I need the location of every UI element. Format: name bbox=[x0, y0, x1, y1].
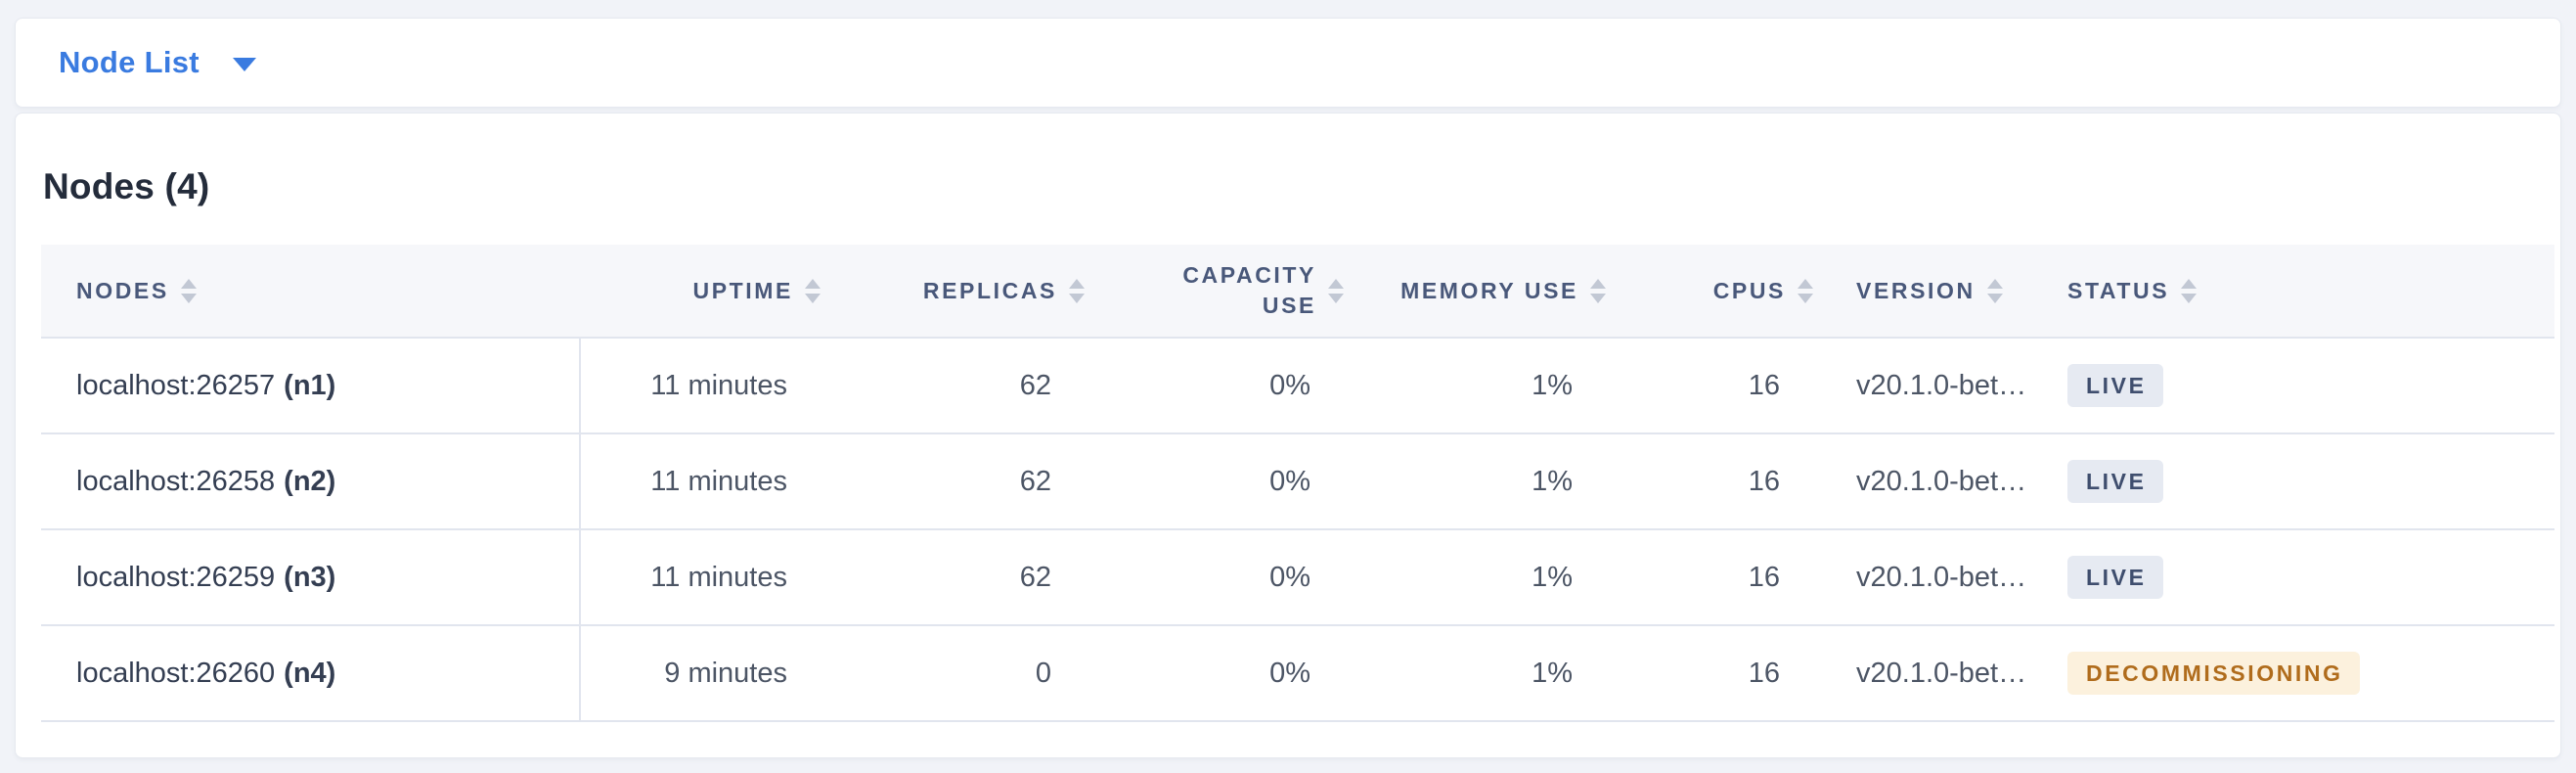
nodes-table: NODES UPTIME REPLICAS bbox=[41, 245, 2554, 722]
uptime-cell: 11 minutes bbox=[580, 433, 828, 530]
node-address-cell: localhost:26260 (n4) bbox=[41, 625, 581, 722]
uptime-cell: 11 minutes bbox=[580, 338, 828, 434]
uptime-cell: 9 minutes bbox=[580, 625, 828, 722]
column-header-status[interactable]: STATUS bbox=[2032, 245, 2554, 339]
replicas-cell: 62 bbox=[828, 529, 1092, 626]
node-address-cell: localhost:26257 (n1) bbox=[41, 338, 581, 434]
column-header-memory-use[interactable]: MEMORY USE bbox=[1352, 245, 1614, 339]
sort-icon[interactable] bbox=[1328, 278, 1344, 303]
column-header-replicas[interactable]: REPLICAS bbox=[828, 245, 1092, 339]
status-badge: LIVE bbox=[2067, 460, 2163, 503]
table-row-n4: localhost:26260 (n4) 9 minutes 0 0% 1% 16… bbox=[41, 625, 2554, 722]
version-cell: v20.1.0-bet… bbox=[1821, 338, 2032, 434]
view-selector-bar: Node List bbox=[15, 18, 2561, 108]
column-header-uptime[interactable]: UPTIME bbox=[580, 245, 828, 339]
sort-icon[interactable] bbox=[1069, 279, 1085, 304]
table-row-n1: localhost:26257 (n1) 11 minutes 62 0% 1% … bbox=[41, 338, 2554, 434]
node-id: (n4) bbox=[284, 657, 336, 689]
version-cell: v20.1.0-bet… bbox=[1821, 433, 2032, 530]
capacity-use-cell: 0% bbox=[1092, 338, 1352, 434]
capacity-use-cell: 0% bbox=[1092, 625, 1352, 722]
node-address: localhost:26257 bbox=[76, 369, 276, 401]
table-row-n2: localhost:26258 (n2) 11 minutes 62 0% 1% … bbox=[41, 433, 2554, 530]
status-badge: LIVE bbox=[2067, 556, 2163, 599]
sort-icon[interactable] bbox=[1590, 279, 1606, 304]
cpus-cell: 16 bbox=[1614, 529, 1821, 626]
sort-icon[interactable] bbox=[1986, 279, 2003, 304]
status-cell: LIVE bbox=[2032, 433, 2554, 530]
column-header-version[interactable]: VERSION bbox=[1821, 245, 2032, 339]
nodes-panel: Nodes (4) NODES UPTIME bbox=[15, 113, 2561, 758]
version-cell: v20.1.0-bet… bbox=[1821, 529, 2032, 626]
status-badge: LIVE bbox=[2067, 364, 2163, 407]
node-id: (n3) bbox=[284, 561, 336, 593]
page-title: Nodes (4) bbox=[43, 166, 210, 206]
chevron-down-icon bbox=[232, 57, 256, 71]
memory-use-cell: 1% bbox=[1352, 433, 1614, 530]
column-header-capacity-use[interactable]: CAPACITY USE bbox=[1092, 245, 1352, 339]
node-address: localhost:26259 bbox=[76, 561, 276, 593]
sort-icon[interactable] bbox=[180, 279, 197, 304]
table-row-n3: localhost:26259 (n3) 11 minutes 62 0% 1% … bbox=[41, 529, 2554, 626]
node-address-cell: localhost:26258 (n2) bbox=[41, 433, 581, 530]
replicas-cell: 62 bbox=[828, 338, 1092, 434]
version-cell: v20.1.0-bet… bbox=[1821, 625, 2032, 722]
column-label: CAPACITY USE bbox=[1182, 261, 1316, 318]
capacity-use-cell: 0% bbox=[1092, 433, 1352, 530]
cpus-cell: 16 bbox=[1614, 338, 1821, 434]
status-cell: LIVE bbox=[2032, 338, 2554, 434]
status-badge: DECOMMISSIONING bbox=[2067, 652, 2360, 695]
replicas-cell: 62 bbox=[828, 433, 1092, 530]
sort-icon[interactable] bbox=[1798, 279, 1813, 304]
uptime-cell: 11 minutes bbox=[580, 529, 828, 626]
table-header-row: NODES UPTIME REPLICAS bbox=[41, 245, 2554, 339]
replicas-cell: 0 bbox=[828, 625, 1092, 722]
column-label: MEMORY USE bbox=[1400, 278, 1578, 304]
capacity-use-cell: 0% bbox=[1092, 529, 1352, 626]
node-list-dropdown-label: Node List bbox=[59, 45, 200, 79]
node-id: (n2) bbox=[284, 465, 336, 497]
status-cell: DECOMMISSIONING bbox=[2032, 625, 2554, 722]
memory-use-cell: 1% bbox=[1352, 625, 1614, 722]
column-header-cpus[interactable]: CPUS bbox=[1614, 245, 1821, 339]
column-label: NODES bbox=[76, 278, 169, 304]
memory-use-cell: 1% bbox=[1352, 529, 1614, 626]
node-address: localhost:26258 bbox=[76, 465, 276, 497]
node-id: (n1) bbox=[284, 369, 336, 401]
column-header-nodes[interactable]: NODES bbox=[41, 245, 580, 339]
column-label: UPTIME bbox=[692, 278, 793, 304]
status-cell: LIVE bbox=[2032, 529, 2554, 626]
node-list-dropdown[interactable]: Node List bbox=[59, 45, 256, 80]
column-label: CPUS bbox=[1712, 278, 1786, 304]
node-address: localhost:26260 bbox=[76, 657, 276, 689]
column-label: VERSION bbox=[1856, 278, 1976, 304]
cpus-cell: 16 bbox=[1614, 625, 1821, 722]
sort-icon[interactable] bbox=[805, 279, 821, 304]
cpus-cell: 16 bbox=[1614, 433, 1821, 530]
node-address-cell: localhost:26259 (n3) bbox=[41, 529, 581, 626]
sort-icon[interactable] bbox=[2181, 279, 2198, 304]
memory-use-cell: 1% bbox=[1352, 338, 1614, 434]
column-label: STATUS bbox=[2067, 278, 2170, 304]
column-label: REPLICAS bbox=[922, 278, 1057, 304]
